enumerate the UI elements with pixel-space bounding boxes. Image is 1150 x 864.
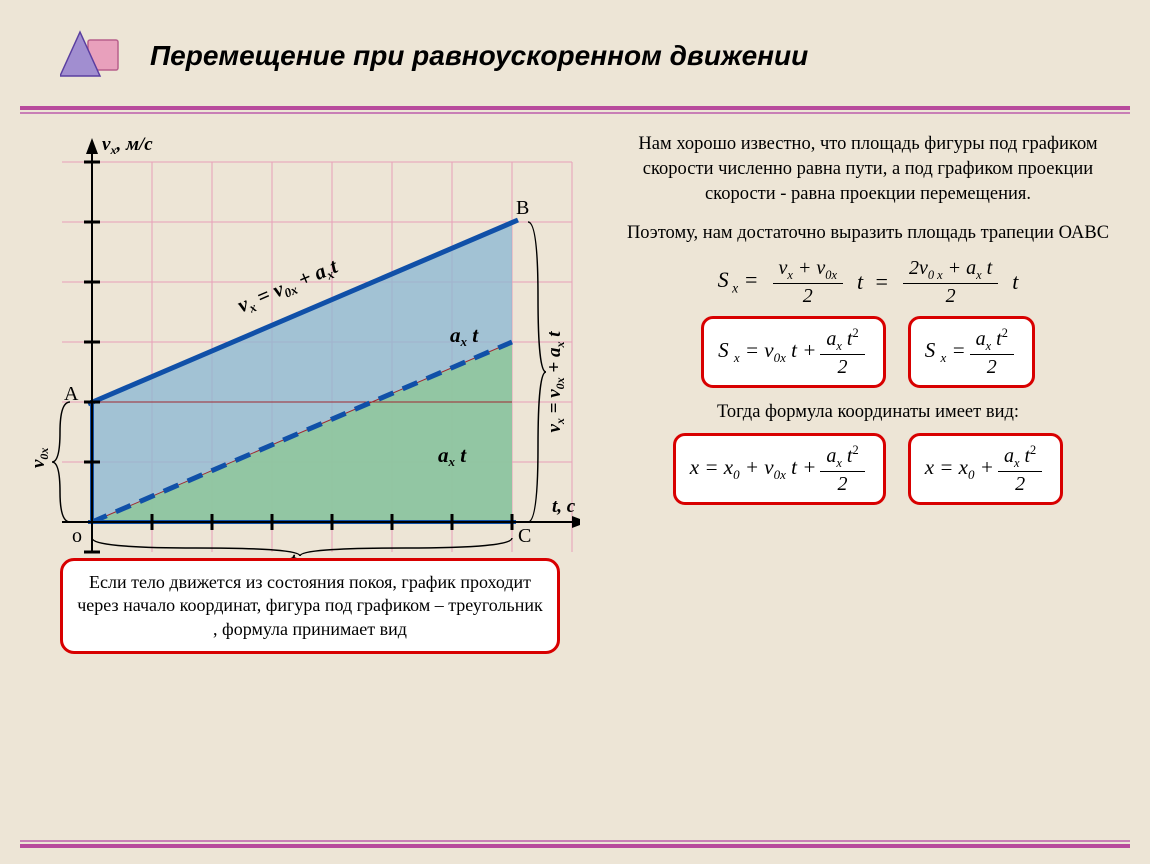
point-c-label: C (518, 525, 531, 547)
point-b-label: B (516, 197, 529, 219)
formula-x-rest: x = x0 + ax t2 2 (908, 433, 1064, 505)
x-formula-boxes: x = x0 + v0x t + ax t2 2 x = x0 + ax t2 … (616, 433, 1120, 505)
formula-x-full: x = x0 + v0x t + ax t2 2 (673, 433, 886, 505)
page-title: Перемещение при равноускоренном движении (150, 40, 808, 72)
left-panel: vx, м/с t, с A B C о v0x t vx = v0x + ax… (20, 132, 600, 562)
coord-label: Тогда формула координаты имеет вид: (616, 402, 1120, 423)
velocity-chart: vx, м/с t, с A B C о v0x t vx = v0x + ax… (20, 132, 580, 562)
point-o-label: о (72, 525, 82, 547)
paragraph-2: Поэтому, нам достаточно выразить площадь… (616, 221, 1120, 246)
formula-sx-trapezoid: S x = vx + v0x 2 t = 2v0 x + ax t 2 t (616, 256, 1120, 308)
vx-eq-right: vx = v0x + ax t (544, 331, 567, 433)
chart-svg: vx, м/с t, с A B C о v0x t vx = v0x + ax… (20, 132, 580, 562)
sx-formula-boxes: S x = v0x t + ax t2 2 S x = ax t2 2 (616, 316, 1120, 388)
formula-sx-rest: S x = ax t2 2 (908, 316, 1035, 388)
formula-sx-full: S x = v0x t + ax t2 2 (701, 316, 886, 388)
x-axis-label: t, с (552, 496, 576, 517)
point-a-label: A (64, 383, 79, 405)
v0x-label: v0x (28, 448, 51, 468)
shapes-icon (60, 28, 120, 84)
y-axis-label: vx, м/с (102, 134, 153, 157)
note-box: Если тело движется из состояния покоя, г… (60, 558, 560, 654)
right-panel: Нам хорошо известно, что площадь фигуры … (600, 132, 1120, 562)
divider-bottom (20, 838, 1130, 848)
header: Перемещение при равноускоренном движении (0, 0, 1150, 98)
divider-top (20, 106, 1130, 114)
paragraph-1: Нам хорошо известно, что площадь фигуры … (616, 132, 1120, 207)
content: vx, м/с t, с A B C о v0x t vx = v0x + ax… (0, 132, 1150, 562)
